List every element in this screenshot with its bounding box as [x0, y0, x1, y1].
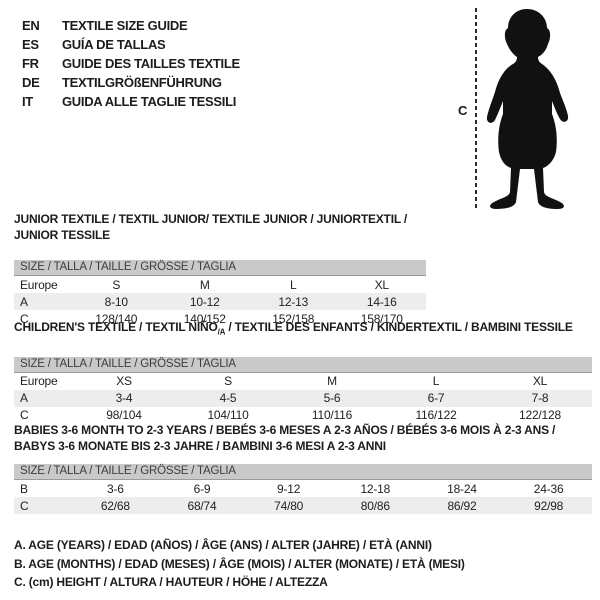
size-header-cell: L [290, 277, 297, 292]
row-label-cell: A [20, 391, 28, 406]
language-list: EN TEXTILE SIZE GUIDE ES GUÍA DE TALLAS … [22, 16, 240, 111]
value-cell: 3-4 [115, 391, 133, 406]
table-row-age: A 8-10 10-12 12-13 14-16 [14, 293, 426, 310]
language-row-it: IT GUIDA ALLE TAGLIE TESSILI [22, 92, 240, 111]
row-label-cell: C [20, 498, 29, 513]
value-cell: 104/110 [207, 408, 249, 423]
value-cell: 128/140 [95, 311, 138, 326]
region-header-cell: Europe [20, 277, 58, 292]
size-header-bar: SIZE / TALLA / TAILLE / GRÖSSE / TAGLIA [14, 260, 426, 276]
value-cell: 3-6 [106, 481, 124, 496]
babies-size-table: B 3-6 6-9 9-12 12-18 18-24 24-36 C 62/68… [14, 480, 592, 514]
children-section-title: CHILDREN'S TEXTILE / TEXTIL NIÑO/A / TEX… [14, 320, 592, 340]
row-label-cell: C [20, 311, 29, 326]
measurement-legend: A. AGE (YEARS) / EDAD (AÑOS) / ÂGE (ANS)… [14, 536, 465, 592]
babies-section-title: BABIES 3-6 MONTH TO 2-3 YEARS / BEBÉS 3-… [14, 423, 592, 454]
row-label-cell: C [20, 408, 29, 423]
language-code: FR [22, 56, 39, 71]
language-label: GUIDE DES TAILLES TEXTILE [62, 56, 240, 71]
babies-textile-section: BABIES 3-6 MONTH TO 2-3 YEARS / BEBÉS 3-… [14, 423, 592, 514]
language-label: TEXTILE SIZE GUIDE [62, 18, 188, 33]
value-cell: 24-36 [533, 481, 564, 496]
title-subscript: /A [217, 327, 226, 337]
language-row-de: DE TEXTILGRÖßENFÜHRUNG [22, 73, 240, 92]
value-cell: 74/80 [274, 498, 304, 513]
value-cell: 10-12 [189, 294, 220, 309]
value-cell: 9-12 [277, 481, 301, 496]
value-cell: 18-24 [447, 481, 477, 496]
size-header-cell: L [432, 374, 440, 389]
value-cell: 116/122 [415, 408, 457, 423]
size-header-cell: S [224, 374, 232, 389]
value-cell: 122/128 [519, 408, 561, 423]
table-header-row: Europe XS S M L XL [14, 373, 592, 390]
value-cell: 158/170 [360, 311, 403, 326]
value-cell: 110/116 [311, 408, 353, 423]
value-cell: 6-7 [427, 391, 445, 406]
junior-size-table: Europe S M L XL A 8-10 10-12 12-13 14-16… [14, 276, 426, 327]
size-header-cell: S [112, 277, 121, 292]
language-row-es: ES GUÍA DE TALLAS [22, 35, 240, 54]
legend-line-b: B. AGE (MONTHS) / EDAD (MESES) / ÂGE (MO… [14, 556, 465, 571]
row-label-cell: A [20, 294, 28, 309]
language-code: DE [22, 75, 40, 90]
table-row-height: C 128/140 140/152 152/158 158/170 [14, 310, 426, 327]
legend-line-a: A. AGE (YEARS) / EDAD (AÑOS) / ÂGE (ANS)… [14, 538, 432, 552]
figure-measure-label: C [458, 103, 468, 118]
value-cell: 8-10 [104, 294, 128, 309]
value-cell: 86/92 [447, 498, 477, 513]
height-measure-dotted-line [475, 8, 477, 208]
value-cell: 12-13 [278, 294, 309, 309]
children-size-table: Europe XS S M L XL A 3-4 4-5 5-6 6-7 7-8… [14, 373, 592, 424]
value-cell: 140/152 [183, 311, 226, 326]
value-cell: 152/158 [272, 311, 315, 326]
language-row-fr: FR GUIDE DES TAILLES TEXTILE [22, 54, 240, 73]
junior-textile-section: JUNIOR TEXTILE / TEXTIL JUNIOR/ TEXTILE … [14, 212, 426, 327]
language-code: ES [22, 37, 39, 52]
value-cell: 92/98 [534, 498, 564, 513]
legend-line-c: C. (cm) HEIGHT / ALTURA / HAUTEUR / HÖHE… [14, 575, 328, 589]
size-header-cell: XS [116, 374, 132, 389]
language-code: IT [22, 94, 33, 109]
title-part: / TEXTILE DES ENFANTS / KINDERTEXTIL / B… [225, 320, 573, 334]
value-cell: 14-16 [366, 294, 397, 309]
size-header-cell: XL [532, 374, 548, 389]
language-row-en: EN TEXTILE SIZE GUIDE [22, 16, 240, 35]
value-cell: 80/86 [360, 498, 390, 513]
value-cell: 98/104 [106, 408, 142, 423]
value-cell: 12-18 [360, 481, 391, 496]
table-row-age-months: B 3-6 6-9 9-12 12-18 18-24 24-36 [14, 480, 592, 497]
title-part: CHILDREN'S TEXTILE / TEXTIL NIÑO [14, 320, 218, 334]
title-line-2: BABYS 3-6 MONATE BIS 2-3 JAHRE / BAMBINI… [14, 438, 386, 453]
value-cell: 7-8 [531, 391, 549, 406]
size-header-cell: M [327, 374, 337, 389]
value-cell: 5-6 [323, 391, 341, 406]
language-code: EN [22, 18, 40, 33]
table-header-row: Europe S M L XL [14, 276, 426, 293]
size-header-cell: XL [374, 277, 389, 292]
size-header-cell: M [199, 277, 210, 292]
table-row-height: C 62/68 68/74 74/80 80/86 86/92 92/98 [14, 497, 592, 514]
region-header-cell: Europe [20, 374, 58, 389]
children-textile-section: CHILDREN'S TEXTILE / TEXTIL NIÑO/A / TEX… [14, 320, 592, 424]
value-cell: 6-9 [193, 481, 211, 496]
table-row-age: A 3-4 4-5 5-6 6-7 7-8 [14, 389, 592, 407]
language-label: GUIDA ALLE TAGLIE TESSILI [62, 94, 237, 109]
baby-silhouette-icon [486, 9, 569, 209]
title-line-1: BABIES 3-6 MONTH TO 2-3 YEARS / BEBÉS 3-… [14, 423, 556, 437]
value-cell: 68/74 [187, 498, 217, 513]
size-header-bar: SIZE / TALLA / TAILLE / GRÖSSE / TAGLIA [14, 464, 592, 480]
size-header-bar: SIZE / TALLA / TAILLE / GRÖSSE / TAGLIA [14, 356, 592, 373]
language-label: TEXTILGRÖßENFÜHRUNG [62, 75, 222, 90]
junior-section-title: JUNIOR TEXTILE / TEXTIL JUNIOR/ TEXTILE … [14, 212, 408, 242]
row-label-cell: B [20, 481, 28, 496]
value-cell: 4-5 [219, 391, 237, 406]
language-label: GUÍA DE TALLAS [62, 37, 166, 52]
value-cell: 62/68 [100, 498, 130, 513]
table-row-height: C 98/104 104/110 110/116 116/122 122/128 [14, 407, 592, 424]
